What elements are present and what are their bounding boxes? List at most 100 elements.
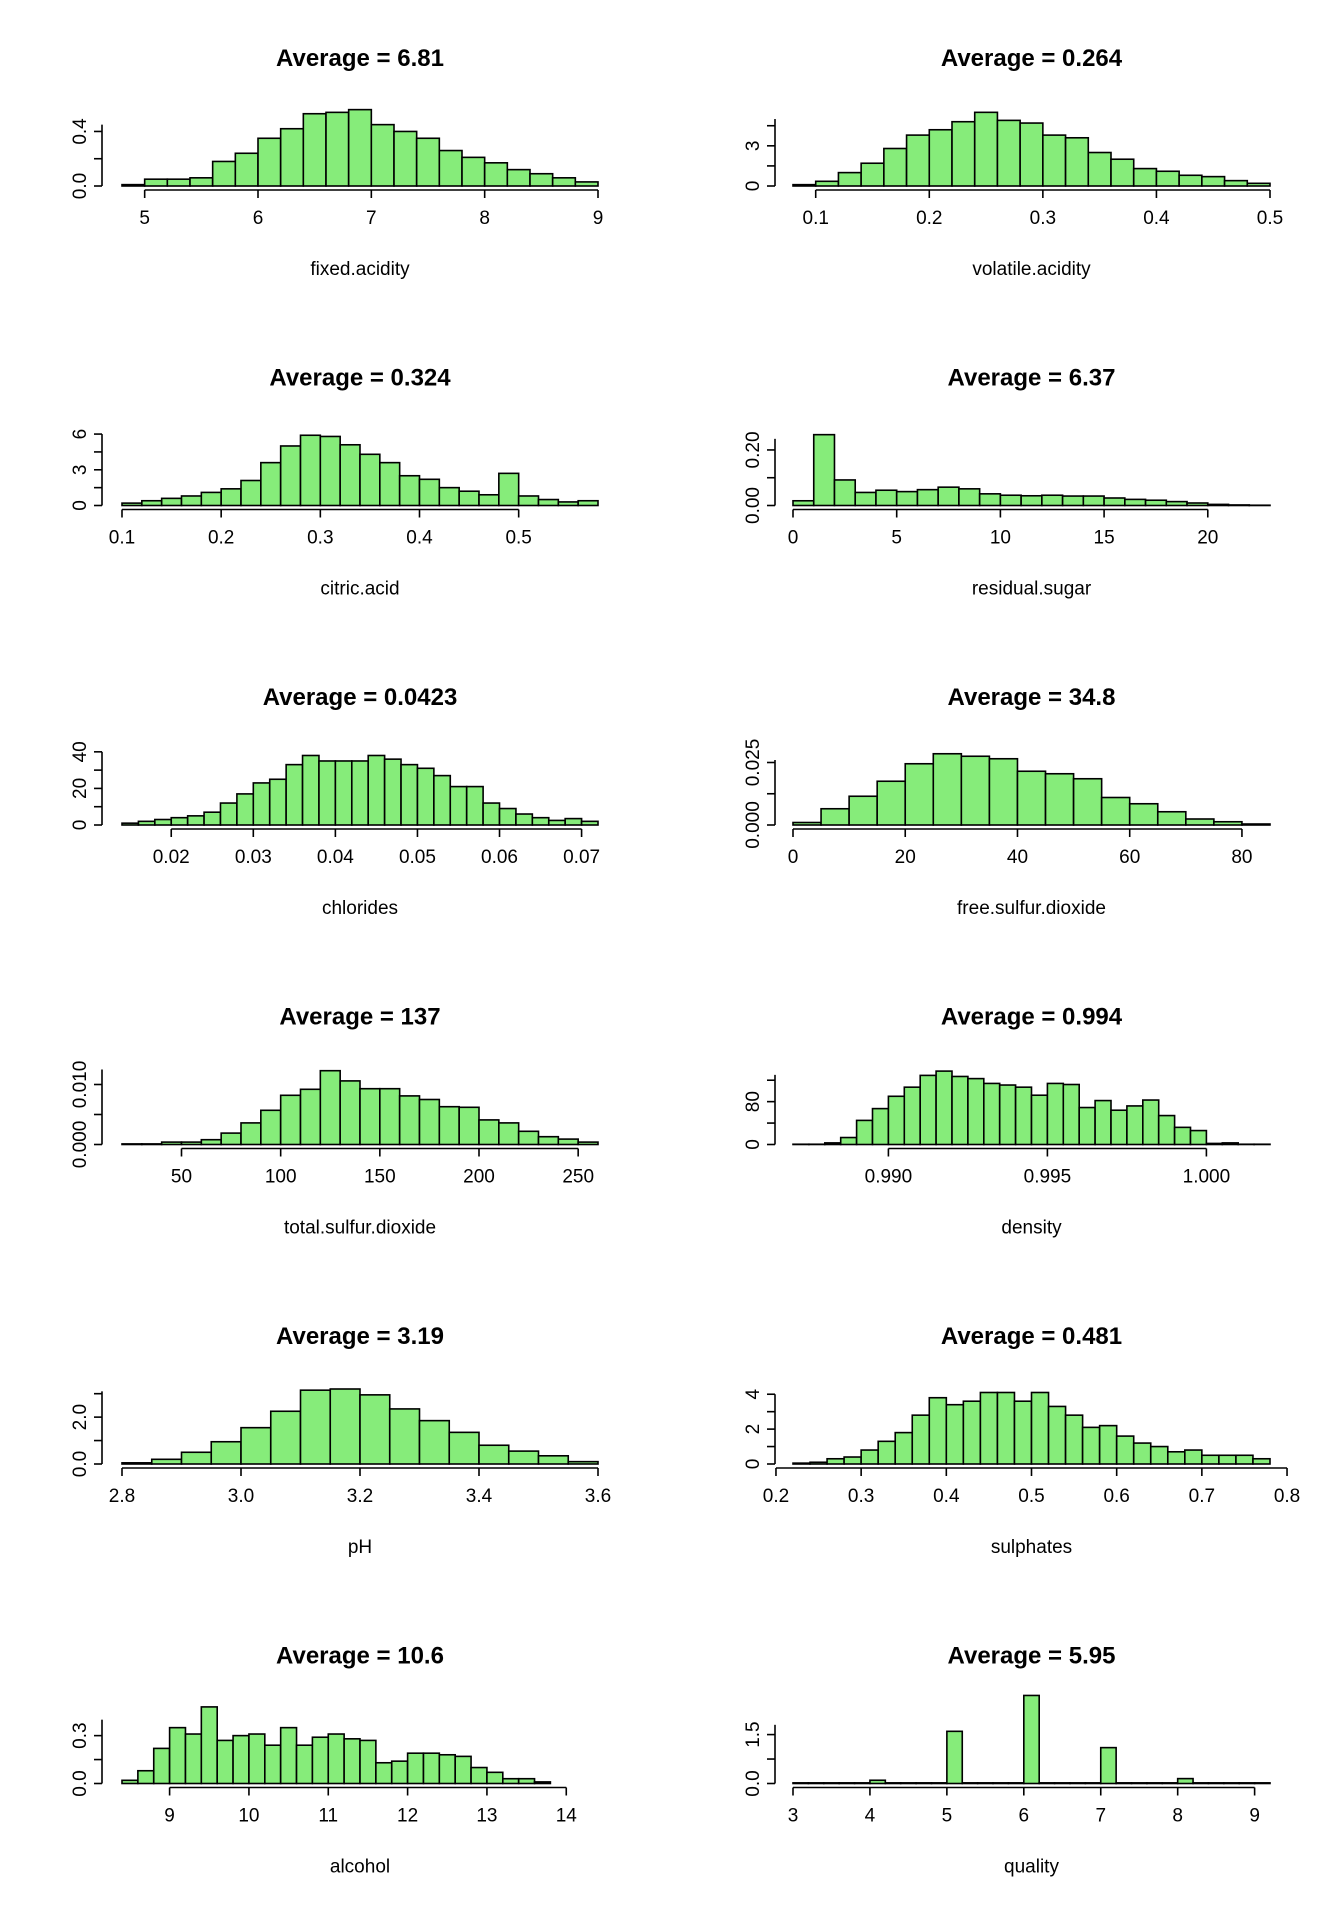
- y-tick-label: 0: [743, 1459, 764, 1470]
- histogram-bar: [1030, 1094, 1049, 1146]
- histogram-bar: [537, 1454, 570, 1465]
- y-tick-label: 0.025: [743, 739, 764, 787]
- histogram-bar: [180, 1451, 213, 1465]
- histogram-bar: [219, 802, 238, 826]
- histogram-bar: [903, 1086, 921, 1146]
- histogram-bar: [1087, 151, 1112, 187]
- histogram-bar: [184, 1733, 203, 1785]
- histogram-bar: [370, 123, 395, 187]
- x-tick-label: 15: [1094, 528, 1115, 549]
- y-tick-label: 0.3: [70, 1722, 91, 1748]
- histogram-bar: [961, 1782, 979, 1785]
- histogram-bar: [418, 1098, 441, 1146]
- histogram-bar: [152, 1747, 171, 1785]
- histogram-bar: [1227, 504, 1251, 507]
- histogram-bar: [406, 1752, 425, 1785]
- histogram-bar: [1069, 1782, 1087, 1785]
- histogram-bar: [143, 178, 169, 187]
- y-tick-label: 0.010: [70, 1061, 91, 1109]
- histogram-bar: [1178, 174, 1203, 187]
- histogram-bar: [792, 499, 815, 507]
- y-tick-label: 0: [70, 500, 91, 511]
- histogram-bar: [260, 1109, 282, 1146]
- histogram-bar: [937, 486, 960, 507]
- x-tick-label: 0.02: [153, 847, 190, 868]
- histogram-bar: [988, 757, 1019, 826]
- histogram-bar: [269, 1410, 302, 1465]
- x-tick-label: 13: [476, 1806, 497, 1827]
- y-tick-label: 2.0: [70, 1404, 91, 1430]
- histogram-bar: [1128, 802, 1159, 826]
- histogram-bar: [507, 1450, 540, 1465]
- x-tick-label: 4: [865, 1806, 876, 1827]
- x-tick-label: 3.4: [466, 1486, 493, 1507]
- histogram-bar: [899, 1782, 917, 1785]
- x-tick-label: 2.8: [109, 1486, 135, 1507]
- histogram-bar: [170, 816, 189, 826]
- x-axis-label: fixed.acidity: [310, 259, 410, 280]
- histogram-bar: [1132, 1442, 1152, 1465]
- histogram-bar: [301, 754, 320, 826]
- x-tick-label: 0.5: [505, 528, 531, 549]
- histogram-bar: [826, 1457, 845, 1465]
- histogram-bar: [220, 488, 242, 507]
- x-tick-label: 150: [364, 1167, 396, 1188]
- histogram-bar: [1186, 502, 1209, 507]
- histogram-bar: [932, 752, 963, 826]
- histogram-bar: [1246, 182, 1271, 187]
- histogram-bar: [915, 1782, 933, 1785]
- histogram-bar: [930, 1782, 948, 1785]
- y-tick-label: 0.20: [743, 431, 764, 468]
- histogram-bar: [1165, 500, 1188, 507]
- histogram-bar: [1253, 1782, 1271, 1785]
- histogram-bar: [517, 1777, 536, 1785]
- histogram-bar: [325, 111, 350, 187]
- y-tick-label: 1.5: [743, 1721, 764, 1747]
- histogram-bar: [359, 1087, 381, 1146]
- histogram-bar: [279, 1726, 298, 1785]
- histogram-bar: [438, 486, 460, 507]
- histogram-bar: [1110, 1109, 1128, 1146]
- histogram-bar: [960, 755, 991, 826]
- histogram-bar: [1201, 1454, 1220, 1465]
- histogram-bar: [398, 474, 421, 507]
- histogram-bar: [454, 1755, 472, 1785]
- histogram-bar: [1078, 1106, 1096, 1146]
- y-tick-label: 0.00: [743, 487, 764, 524]
- histogram-bar: [359, 1739, 377, 1785]
- histogram-bar: [121, 1462, 153, 1465]
- histogram-bar: [375, 1761, 393, 1785]
- histogram-bar: [166, 178, 191, 187]
- histogram-bar: [982, 1082, 1001, 1146]
- histogram-bar: [327, 1733, 345, 1785]
- chart-title: Average = 0.994: [941, 1004, 1123, 1031]
- histogram-bar: [529, 172, 554, 187]
- histogram-bar: [137, 1769, 155, 1785]
- histogram-bar: [1206, 503, 1230, 507]
- chart-title: Average = 0.264: [941, 45, 1123, 72]
- histogram-bar: [458, 1106, 480, 1146]
- histogram-bar: [551, 177, 577, 187]
- x-tick-label: 0.07: [563, 847, 600, 868]
- histogram-bar: [359, 453, 381, 507]
- y-tick-label: 4: [743, 1389, 764, 1400]
- histogram-bar: [240, 1122, 262, 1146]
- histogram-bar: [458, 490, 480, 507]
- chart-title: Average = 0.324: [269, 365, 451, 392]
- histogram-bar: [418, 478, 441, 507]
- histogram-bar: [1124, 498, 1147, 507]
- histogram-bar: [905, 134, 931, 187]
- x-tick-label: 80: [1231, 847, 1252, 868]
- x-tick-label: 0.6: [1103, 1486, 1129, 1507]
- histogram-bar: [1099, 1746, 1117, 1785]
- histogram-bar: [1098, 1424, 1118, 1465]
- chart-title: Average = 3.19: [276, 1323, 444, 1350]
- histogram-bar: [478, 493, 500, 507]
- histogram-bar: [1038, 1782, 1056, 1785]
- histogram-bar: [1252, 1457, 1271, 1465]
- histogram-bar: [168, 1726, 187, 1785]
- x-tick-label: 3: [788, 1806, 799, 1827]
- x-tick-label: 0.06: [481, 847, 518, 868]
- x-tick-label: 0.8: [1274, 1486, 1300, 1507]
- histogram-bar: [996, 1391, 1016, 1465]
